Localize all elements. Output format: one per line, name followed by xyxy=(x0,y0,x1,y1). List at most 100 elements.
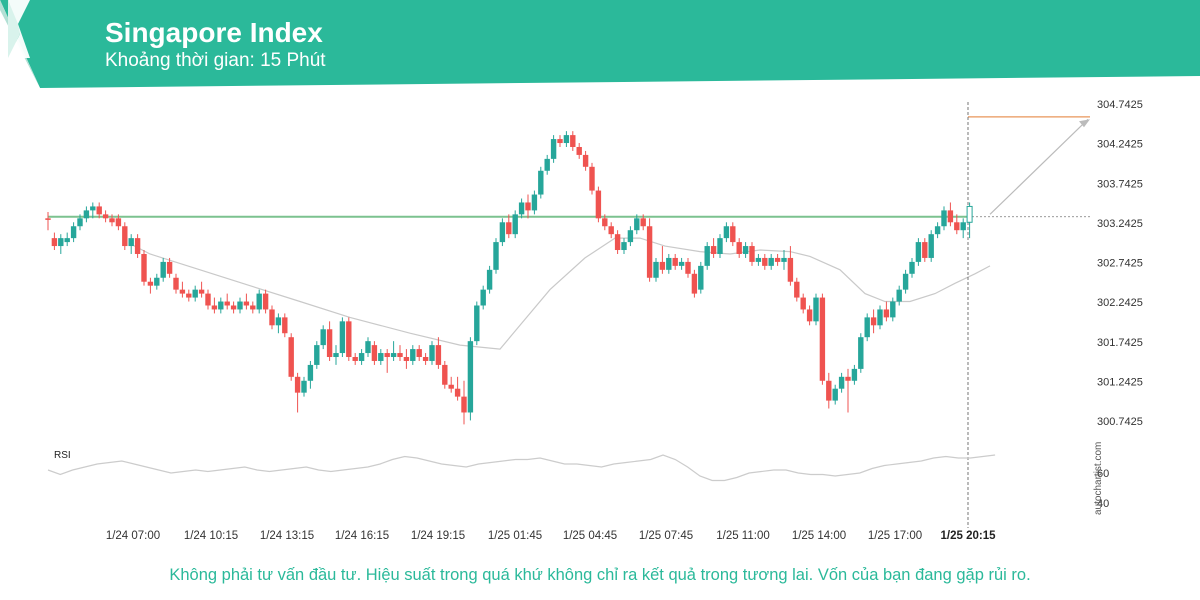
candle-body xyxy=(448,384,454,389)
candle-body xyxy=(550,139,557,159)
rsi-line xyxy=(47,454,996,482)
candle-body xyxy=(326,329,333,358)
candle-body xyxy=(307,364,314,381)
candle-body xyxy=(211,305,218,310)
candle-body xyxy=(77,218,83,227)
candle-body xyxy=(518,202,525,215)
time-tick-label: 1/25 01:45 xyxy=(488,530,542,542)
candle-body xyxy=(109,218,115,223)
candle-body xyxy=(186,293,192,298)
candle-body xyxy=(640,218,646,227)
candle-body xyxy=(512,214,518,235)
candle-body xyxy=(602,218,608,227)
candle-body xyxy=(941,210,947,227)
candle-body xyxy=(243,301,250,306)
candle-body xyxy=(915,242,922,262)
candle-body xyxy=(218,301,224,310)
candle-body xyxy=(224,301,230,306)
candle-body xyxy=(627,230,634,243)
candle-body xyxy=(384,353,390,358)
candle-body xyxy=(256,293,262,310)
candlestick-chart: 304.7425 304.2425 303.7425 303.2425 302.7425… xyxy=(45,99,1143,542)
candle-body xyxy=(717,238,723,254)
time-tick-label: 1/24 19:15 xyxy=(411,530,465,542)
candle-body xyxy=(947,210,954,223)
candle-body xyxy=(51,238,58,247)
candle-body xyxy=(864,317,870,338)
candle-body xyxy=(787,257,794,282)
candle-body xyxy=(390,353,397,358)
candle-body xyxy=(301,380,307,393)
candle-body xyxy=(262,293,269,310)
candle-body xyxy=(320,329,326,346)
projection-arrow-line xyxy=(989,118,1089,215)
candle-body xyxy=(442,364,448,385)
candle-body xyxy=(832,388,838,401)
price-tick-label: 304.7425 xyxy=(1097,99,1143,111)
candle-body xyxy=(525,202,531,211)
time-tick-label: 1/24 13:15 xyxy=(260,530,314,542)
candle-body xyxy=(531,194,538,211)
price-tick-label: 302.7425 xyxy=(1097,258,1143,270)
candle-body xyxy=(710,246,717,254)
candle-body xyxy=(192,289,198,298)
candle-body xyxy=(96,206,102,215)
candle-body xyxy=(576,146,582,155)
price-tick-label: 303.2425 xyxy=(1097,218,1143,230)
candle-body xyxy=(474,305,480,342)
candle-body xyxy=(166,261,173,274)
candle-body xyxy=(909,261,915,274)
candle-body xyxy=(154,277,160,286)
candle-body xyxy=(595,190,602,219)
candle-body xyxy=(467,341,474,413)
candle-body xyxy=(557,139,563,144)
candle-body xyxy=(768,257,774,266)
candle-body xyxy=(115,218,122,227)
candle-body xyxy=(205,293,211,306)
price-tick-label: 301.2425 xyxy=(1097,376,1143,388)
candle-body xyxy=(429,345,435,361)
candle-body xyxy=(128,238,134,247)
candle-body xyxy=(781,257,787,262)
candle-body xyxy=(480,289,486,306)
candle-body xyxy=(230,305,237,310)
candle-body xyxy=(544,158,550,171)
candle-body xyxy=(582,154,589,167)
candle-body xyxy=(685,261,691,274)
time-tick-label: 1/25 20:15 xyxy=(941,530,997,542)
candle-body xyxy=(698,265,704,290)
candle-body xyxy=(250,305,256,310)
time-tick-label: 1/24 16:15 xyxy=(335,530,389,542)
candle-body xyxy=(365,341,371,354)
candle-body xyxy=(653,261,659,278)
candle-body xyxy=(928,234,934,258)
candle-body xyxy=(403,357,410,361)
candle-body xyxy=(378,353,384,361)
candle-body xyxy=(563,135,570,144)
candle-body xyxy=(410,349,416,361)
candle-body xyxy=(794,281,800,298)
time-tick-label: 1/25 07:45 xyxy=(639,530,693,542)
candle-body xyxy=(282,317,288,334)
candle-body xyxy=(730,226,736,243)
candle-body xyxy=(723,226,730,239)
header-banner: Singapore Index Khoảng thời gian: 15 Phú… xyxy=(0,0,1200,90)
disclaimer-text: Không phải tư vấn đầu tư. Hiệu suất tron… xyxy=(169,566,1031,584)
rsi-label: RSI xyxy=(54,450,71,461)
candle-body xyxy=(506,222,512,235)
candle-body xyxy=(70,226,77,239)
time-tick-label: 1/25 04:45 xyxy=(563,530,617,542)
autochartist-logo-icon xyxy=(8,0,30,58)
price-tick-label: 301.7425 xyxy=(1097,337,1143,349)
candle-body xyxy=(45,218,51,220)
candle-body xyxy=(352,357,358,361)
candle-body xyxy=(813,297,819,322)
candle-body xyxy=(934,226,941,235)
candle-body xyxy=(845,376,851,381)
candle-body xyxy=(454,388,461,397)
candle-body xyxy=(621,242,627,251)
price-tick-label: 300.7425 xyxy=(1097,416,1143,428)
candle-body xyxy=(198,289,205,294)
candle-body xyxy=(179,289,186,294)
candle-body xyxy=(826,380,832,401)
